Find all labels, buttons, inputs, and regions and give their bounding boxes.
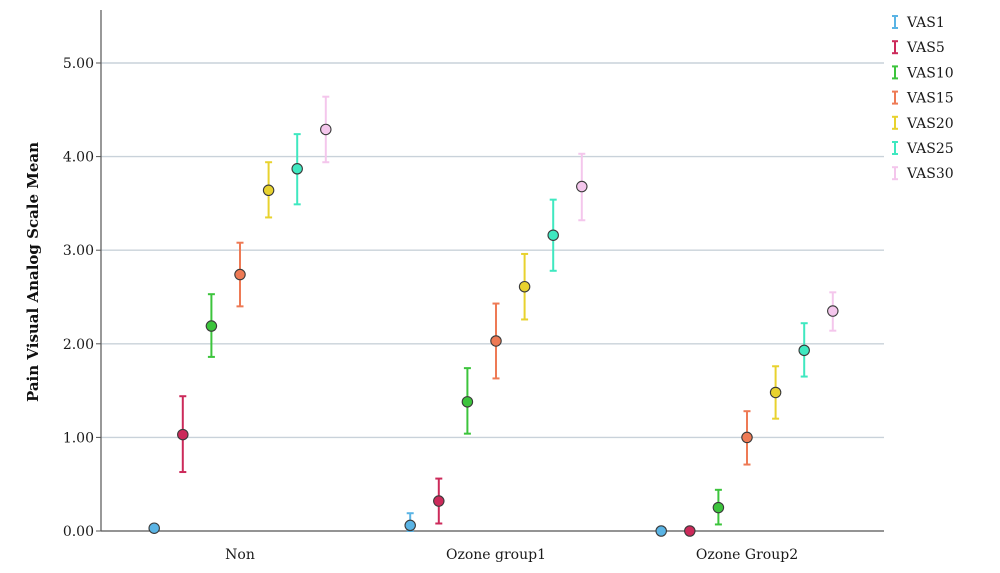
- y-axis-label: Pain Visual Analog Scale Mean: [24, 142, 42, 402]
- legend-item: VAS10: [892, 65, 954, 81]
- mean-point: [205, 320, 218, 332]
- mean-point: [320, 123, 332, 136]
- series-marks: [148, 95, 839, 537]
- gridlines: [101, 62, 884, 439]
- series-vas15: [234, 241, 753, 466]
- mean-point: [234, 268, 246, 281]
- legend-label: VAS1: [906, 15, 945, 31]
- mean-point: [262, 184, 275, 197]
- y-tick-label: 1.00: [63, 430, 94, 446]
- y-tick-label: 0.00: [63, 524, 94, 540]
- x-axis-ticks: Non Ozone group1 Ozone Group2: [225, 547, 798, 563]
- series-vas1: [148, 512, 667, 537]
- y-tick-label: 5.00: [63, 56, 94, 72]
- legend-item: VAS20: [892, 115, 954, 132]
- y-tick-label: 4.00: [63, 150, 94, 166]
- mean-point: [769, 386, 782, 399]
- mean-point: [655, 525, 667, 537]
- mean-point: [741, 431, 753, 444]
- mean-point: [684, 525, 696, 537]
- legend-item: VAS1: [892, 15, 945, 31]
- mean-point: [433, 495, 445, 507]
- mean-point: [490, 335, 502, 347]
- mean-point: [518, 280, 531, 293]
- mean-point: [177, 428, 189, 441]
- series-vas5: [177, 395, 696, 537]
- legend-item: VAS15: [892, 90, 954, 107]
- mean-point: [148, 522, 160, 534]
- series-vas25: [291, 133, 810, 378]
- x-tick-label: Ozone group1: [446, 547, 546, 563]
- legend-label: VAS25: [906, 141, 954, 157]
- legend-label: VAS5: [906, 40, 945, 56]
- legend-label: VAS10: [906, 65, 954, 81]
- mean-point: [576, 180, 588, 193]
- y-axis-ticks: 0.00 1.00 2.00 3.00 4.00 5.00: [63, 56, 101, 540]
- mean-point: [547, 229, 559, 241]
- series-vas10: [205, 293, 725, 526]
- legend-item: VAS30: [892, 166, 954, 182]
- mean-point: [798, 344, 810, 357]
- y-tick-label: 3.00: [63, 243, 94, 259]
- mean-point: [712, 501, 725, 514]
- mean-point: [461, 396, 474, 408]
- mean-point: [404, 519, 416, 532]
- legend-label: VAS30: [906, 166, 954, 182]
- series-vas30: [320, 95, 839, 332]
- series-vas20: [262, 161, 782, 420]
- legend-label: VAS20: [906, 116, 954, 132]
- x-tick-label: Ozone Group2: [696, 547, 798, 563]
- legend: VAS1 VAS5 VAS10 VAS15 VAS20 VAS25 VAS30: [892, 15, 954, 182]
- mean-point: [827, 305, 839, 317]
- legend-label: VAS15: [906, 91, 954, 107]
- legend-item: VAS5: [892, 40, 945, 56]
- mean-point: [291, 163, 303, 175]
- legend-item: VAS25: [892, 141, 954, 157]
- x-tick-label: Non: [225, 547, 255, 563]
- y-tick-label: 2.00: [63, 337, 94, 353]
